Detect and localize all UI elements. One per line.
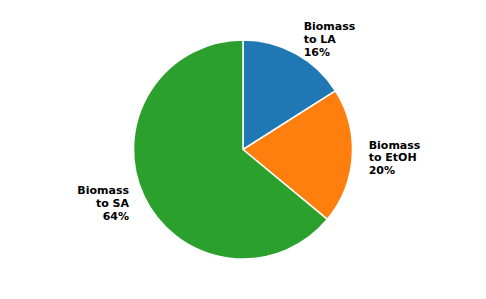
label-line: Biomass — [77, 184, 129, 197]
label-line: Biomass — [369, 139, 421, 152]
slices — [133, 40, 352, 259]
labels: Biomassto LA16%Biomassto EtOH20%Biomasst… — [77, 20, 420, 222]
label-line: to LA — [304, 33, 337, 46]
pie: Biomassto LA16%Biomassto EtOH20%Biomasst… — [77, 20, 420, 259]
label-line: to EtOH — [369, 151, 417, 164]
label-line: to SA — [96, 197, 130, 210]
label-line: Biomass — [304, 20, 356, 33]
slice — [133, 40, 327, 259]
slice-label: Biomassto EtOH20% — [369, 139, 421, 177]
label-line: 64% — [103, 210, 129, 223]
chart: Biomassto LA16%Biomassto EtOH20%Biomasst… — [0, 0, 486, 299]
slice-label: Biomassto LA16% — [304, 20, 356, 58]
label-line: 20% — [369, 164, 395, 177]
slice-label: Biomassto SA64% — [77, 184, 129, 222]
label-line: 16% — [304, 46, 330, 59]
